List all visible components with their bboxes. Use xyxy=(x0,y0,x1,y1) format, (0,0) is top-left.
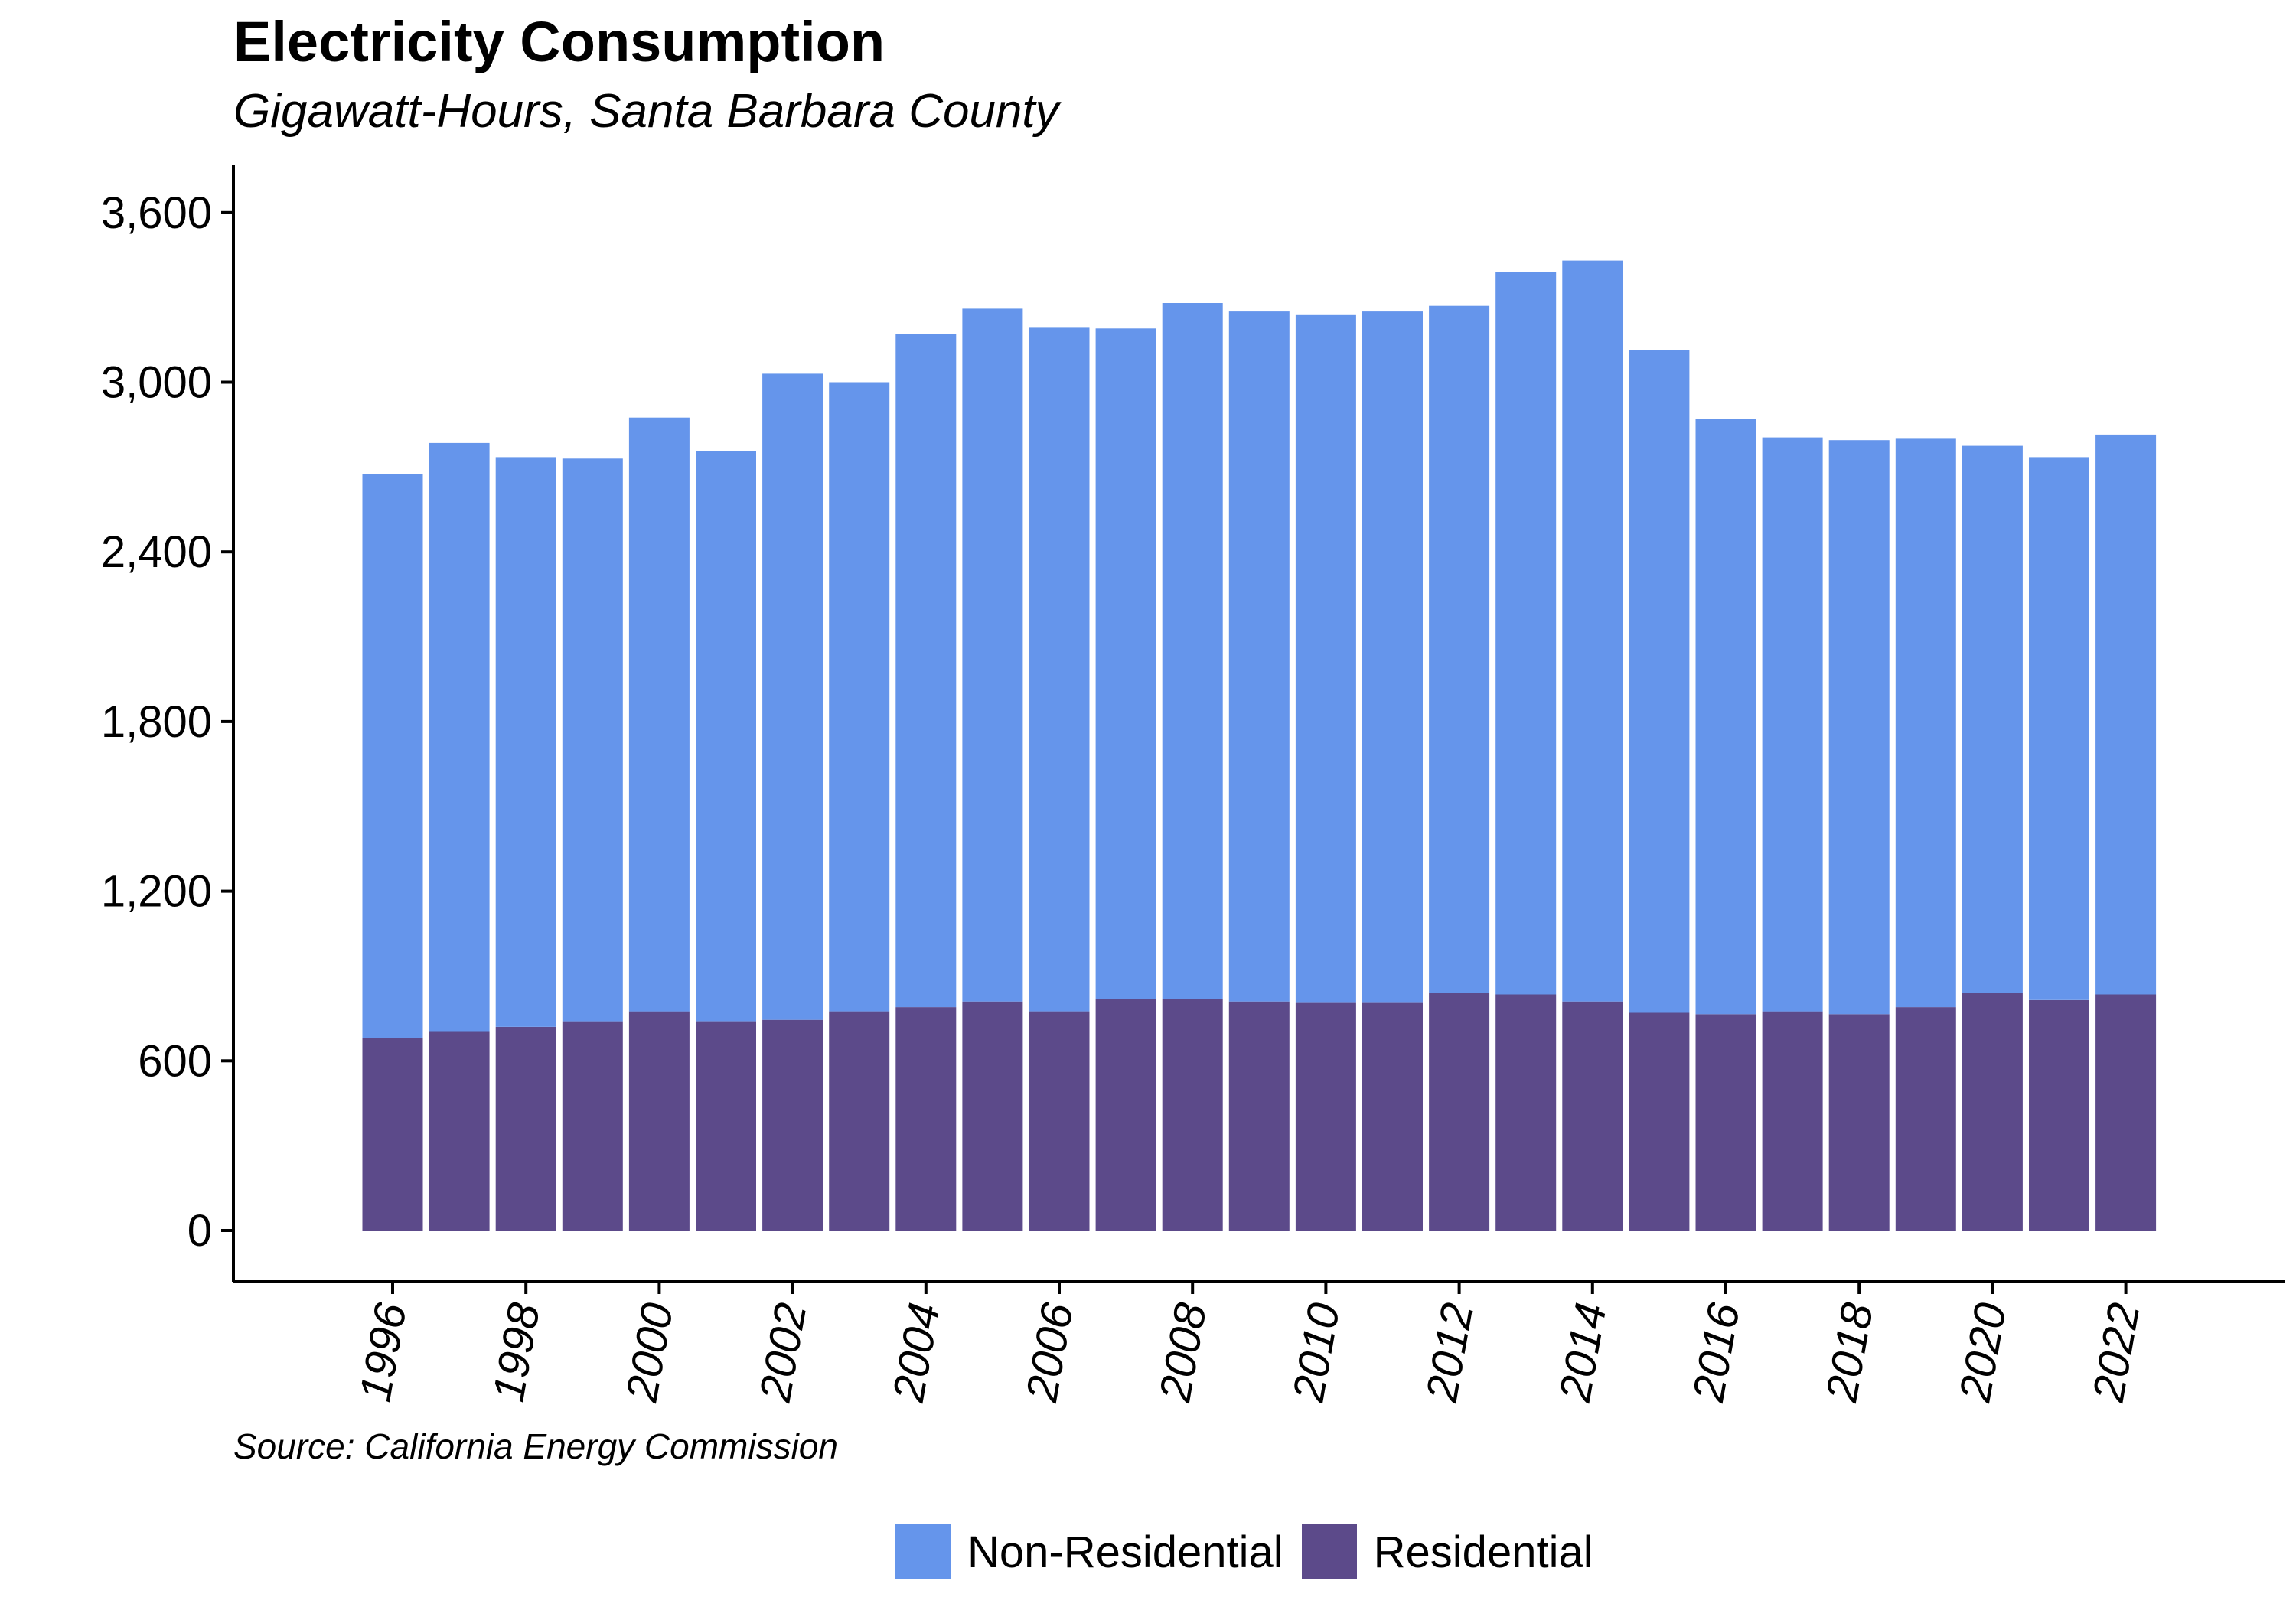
bar-residential-2002 xyxy=(762,1019,823,1231)
bar-residential-2008 xyxy=(1162,999,1223,1231)
legend: Non-Residential Residential xyxy=(895,1521,1612,1583)
x-tick-label: 2020 xyxy=(1950,1299,2017,1406)
bar-non-residential-2002 xyxy=(762,373,823,1020)
bar-non-residential-2013 xyxy=(1495,272,1557,995)
bar-residential-2016 xyxy=(1695,1014,1756,1231)
bar-non-residential-2003 xyxy=(829,382,890,1012)
y-tick-label: 2,400 xyxy=(101,527,212,577)
bar-residential-1996 xyxy=(362,1038,423,1231)
bar-residential-2022 xyxy=(2095,994,2157,1231)
bar-residential-2006 xyxy=(1029,1011,1090,1231)
chart-title: Electricity Consumption xyxy=(233,10,885,73)
bar-non-residential-2011 xyxy=(1362,311,1423,1003)
x-tick-label: 2006 xyxy=(1016,1299,1083,1406)
legend-item-non-residential: Non-Residential xyxy=(895,1524,1283,1579)
bar-residential-2001 xyxy=(696,1021,756,1231)
x-tick-label: 2008 xyxy=(1150,1299,1216,1406)
y-tick-label: 600 xyxy=(138,1036,212,1086)
y-tick-label: 1,200 xyxy=(101,867,212,917)
x-tick-label: 2000 xyxy=(617,1299,683,1406)
chart-source: Source: California Energy Commission xyxy=(233,1426,838,1466)
bar-residential-2014 xyxy=(1562,1001,1623,1231)
bar-residential-2007 xyxy=(1095,999,1156,1231)
x-tick-label: 2012 xyxy=(1417,1299,1483,1406)
bar-non-residential-2012 xyxy=(1429,305,1490,993)
bar-residential-2015 xyxy=(1629,1012,1690,1231)
bar-non-residential-2017 xyxy=(1762,437,1823,1012)
bar-non-residential-2020 xyxy=(1962,445,2023,993)
bar-non-residential-2010 xyxy=(1295,314,1356,1003)
bar-residential-1999 xyxy=(562,1021,623,1231)
bar-non-residential-2001 xyxy=(696,451,756,1022)
bar-non-residential-1997 xyxy=(429,442,490,1032)
bar-residential-1998 xyxy=(495,1027,556,1231)
bar-non-residential-2008 xyxy=(1162,303,1223,999)
bar-residential-2009 xyxy=(1228,1001,1290,1231)
axes-group: 0 600 1,200 1,800 2,400 3,000 3,600 1996 1998 200… xyxy=(101,165,2285,1406)
x-tick-label: 2016 xyxy=(1683,1299,1750,1406)
bar-non-residential-2000 xyxy=(628,417,690,1012)
x-tick-label: 2018 xyxy=(1816,1299,1883,1406)
bar-residential-2000 xyxy=(628,1011,690,1231)
chart-subtitle: Gigawatt-Hours, Santa Barbara County xyxy=(233,85,1059,138)
legend-swatch-non-residential xyxy=(895,1524,951,1579)
bar-residential-2017 xyxy=(1762,1011,1823,1231)
x-tick-label: 2010 xyxy=(1283,1299,1350,1406)
bar-non-residential-2005 xyxy=(962,308,1023,1002)
bar-residential-2004 xyxy=(895,1007,957,1231)
y-tick-label: 3,000 xyxy=(101,358,212,408)
legend-item-residential: Residential xyxy=(1301,1524,1593,1579)
legend-label-non-residential: Non-Residential xyxy=(967,1527,1283,1577)
bar-residential-2021 xyxy=(2029,999,2089,1231)
bar-residential-2012 xyxy=(1429,993,1490,1231)
bar-residential-2011 xyxy=(1362,1002,1423,1231)
bar-non-residential-1998 xyxy=(495,457,556,1027)
legend-swatch-residential xyxy=(1301,1524,1357,1579)
bar-non-residential-2009 xyxy=(1228,311,1290,1002)
bar-residential-2019 xyxy=(1895,1007,1956,1231)
bar-residential-2005 xyxy=(962,1001,1023,1231)
x-tick-label: 1996 xyxy=(350,1299,416,1405)
legend-label-residential: Residential xyxy=(1373,1527,1593,1577)
bar-residential-2003 xyxy=(829,1011,890,1231)
bar-non-residential-2016 xyxy=(1695,419,1756,1015)
bar-non-residential-2021 xyxy=(2029,457,2089,1000)
bar-residential-2020 xyxy=(1962,993,2023,1231)
y-tick-label: 3,600 xyxy=(101,188,212,238)
bar-non-residential-1996 xyxy=(362,474,423,1038)
bar-non-residential-2022 xyxy=(2095,434,2157,995)
bar-non-residential-2019 xyxy=(1895,438,1956,1008)
x-tick-label: 2022 xyxy=(2083,1299,2150,1406)
bar-residential-2018 xyxy=(1828,1014,1890,1231)
y-tick-label: 1,800 xyxy=(101,697,212,747)
bar-non-residential-2006 xyxy=(1029,327,1090,1012)
x-tick-label: 1998 xyxy=(484,1299,550,1405)
bars-group xyxy=(362,260,2157,1231)
bar-non-residential-2018 xyxy=(1828,440,1890,1015)
bar-non-residential-1999 xyxy=(562,458,623,1022)
x-tick-label: 2014 xyxy=(1550,1299,1616,1406)
bar-residential-1997 xyxy=(429,1031,490,1231)
bar-non-residential-2004 xyxy=(895,334,957,1008)
x-tick-label: 2002 xyxy=(750,1299,817,1406)
bar-non-residential-2015 xyxy=(1629,350,1690,1013)
bar-non-residential-2014 xyxy=(1562,260,1623,1002)
bar-non-residential-2007 xyxy=(1095,328,1156,999)
bar-residential-2013 xyxy=(1495,994,1557,1231)
y-tick-label: 0 xyxy=(188,1206,212,1256)
bar-residential-2010 xyxy=(1295,1002,1356,1231)
x-tick-label: 2004 xyxy=(883,1299,950,1406)
